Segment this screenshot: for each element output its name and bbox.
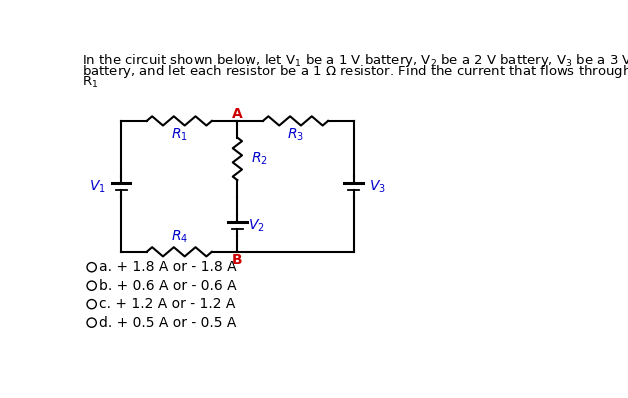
Text: $R_1$: $R_1$ — [171, 127, 188, 143]
Text: B: B — [232, 252, 242, 267]
Text: $V_1$: $V_1$ — [89, 178, 106, 195]
Text: d. + 0.5 A or - 0.5 A: d. + 0.5 A or - 0.5 A — [99, 316, 237, 330]
Text: a. + 1.8 A or - 1.8 A: a. + 1.8 A or - 1.8 A — [99, 260, 237, 274]
Text: In the circuit shown below, let V$_1$ be a 1 V battery, V$_2$ be a 2 V battery, : In the circuit shown below, let V$_1$ be… — [82, 52, 628, 68]
Text: $R_3$: $R_3$ — [287, 127, 304, 143]
Text: $R_4$: $R_4$ — [171, 228, 188, 245]
Text: A: A — [232, 107, 243, 121]
Text: $V_3$: $V_3$ — [369, 178, 386, 195]
Text: R$_1$: R$_1$ — [82, 75, 99, 90]
Text: $V_2$: $V_2$ — [248, 217, 265, 234]
Text: c. + 1.2 A or - 1.2 A: c. + 1.2 A or - 1.2 A — [99, 297, 236, 311]
Text: $R_2$: $R_2$ — [251, 151, 268, 167]
Text: battery, and let each resistor be a 1 $\Omega$ resistor. Find the current that f: battery, and let each resistor be a 1 $\… — [82, 63, 628, 80]
Text: b. + 0.6 A or - 0.6 A: b. + 0.6 A or - 0.6 A — [99, 279, 237, 293]
